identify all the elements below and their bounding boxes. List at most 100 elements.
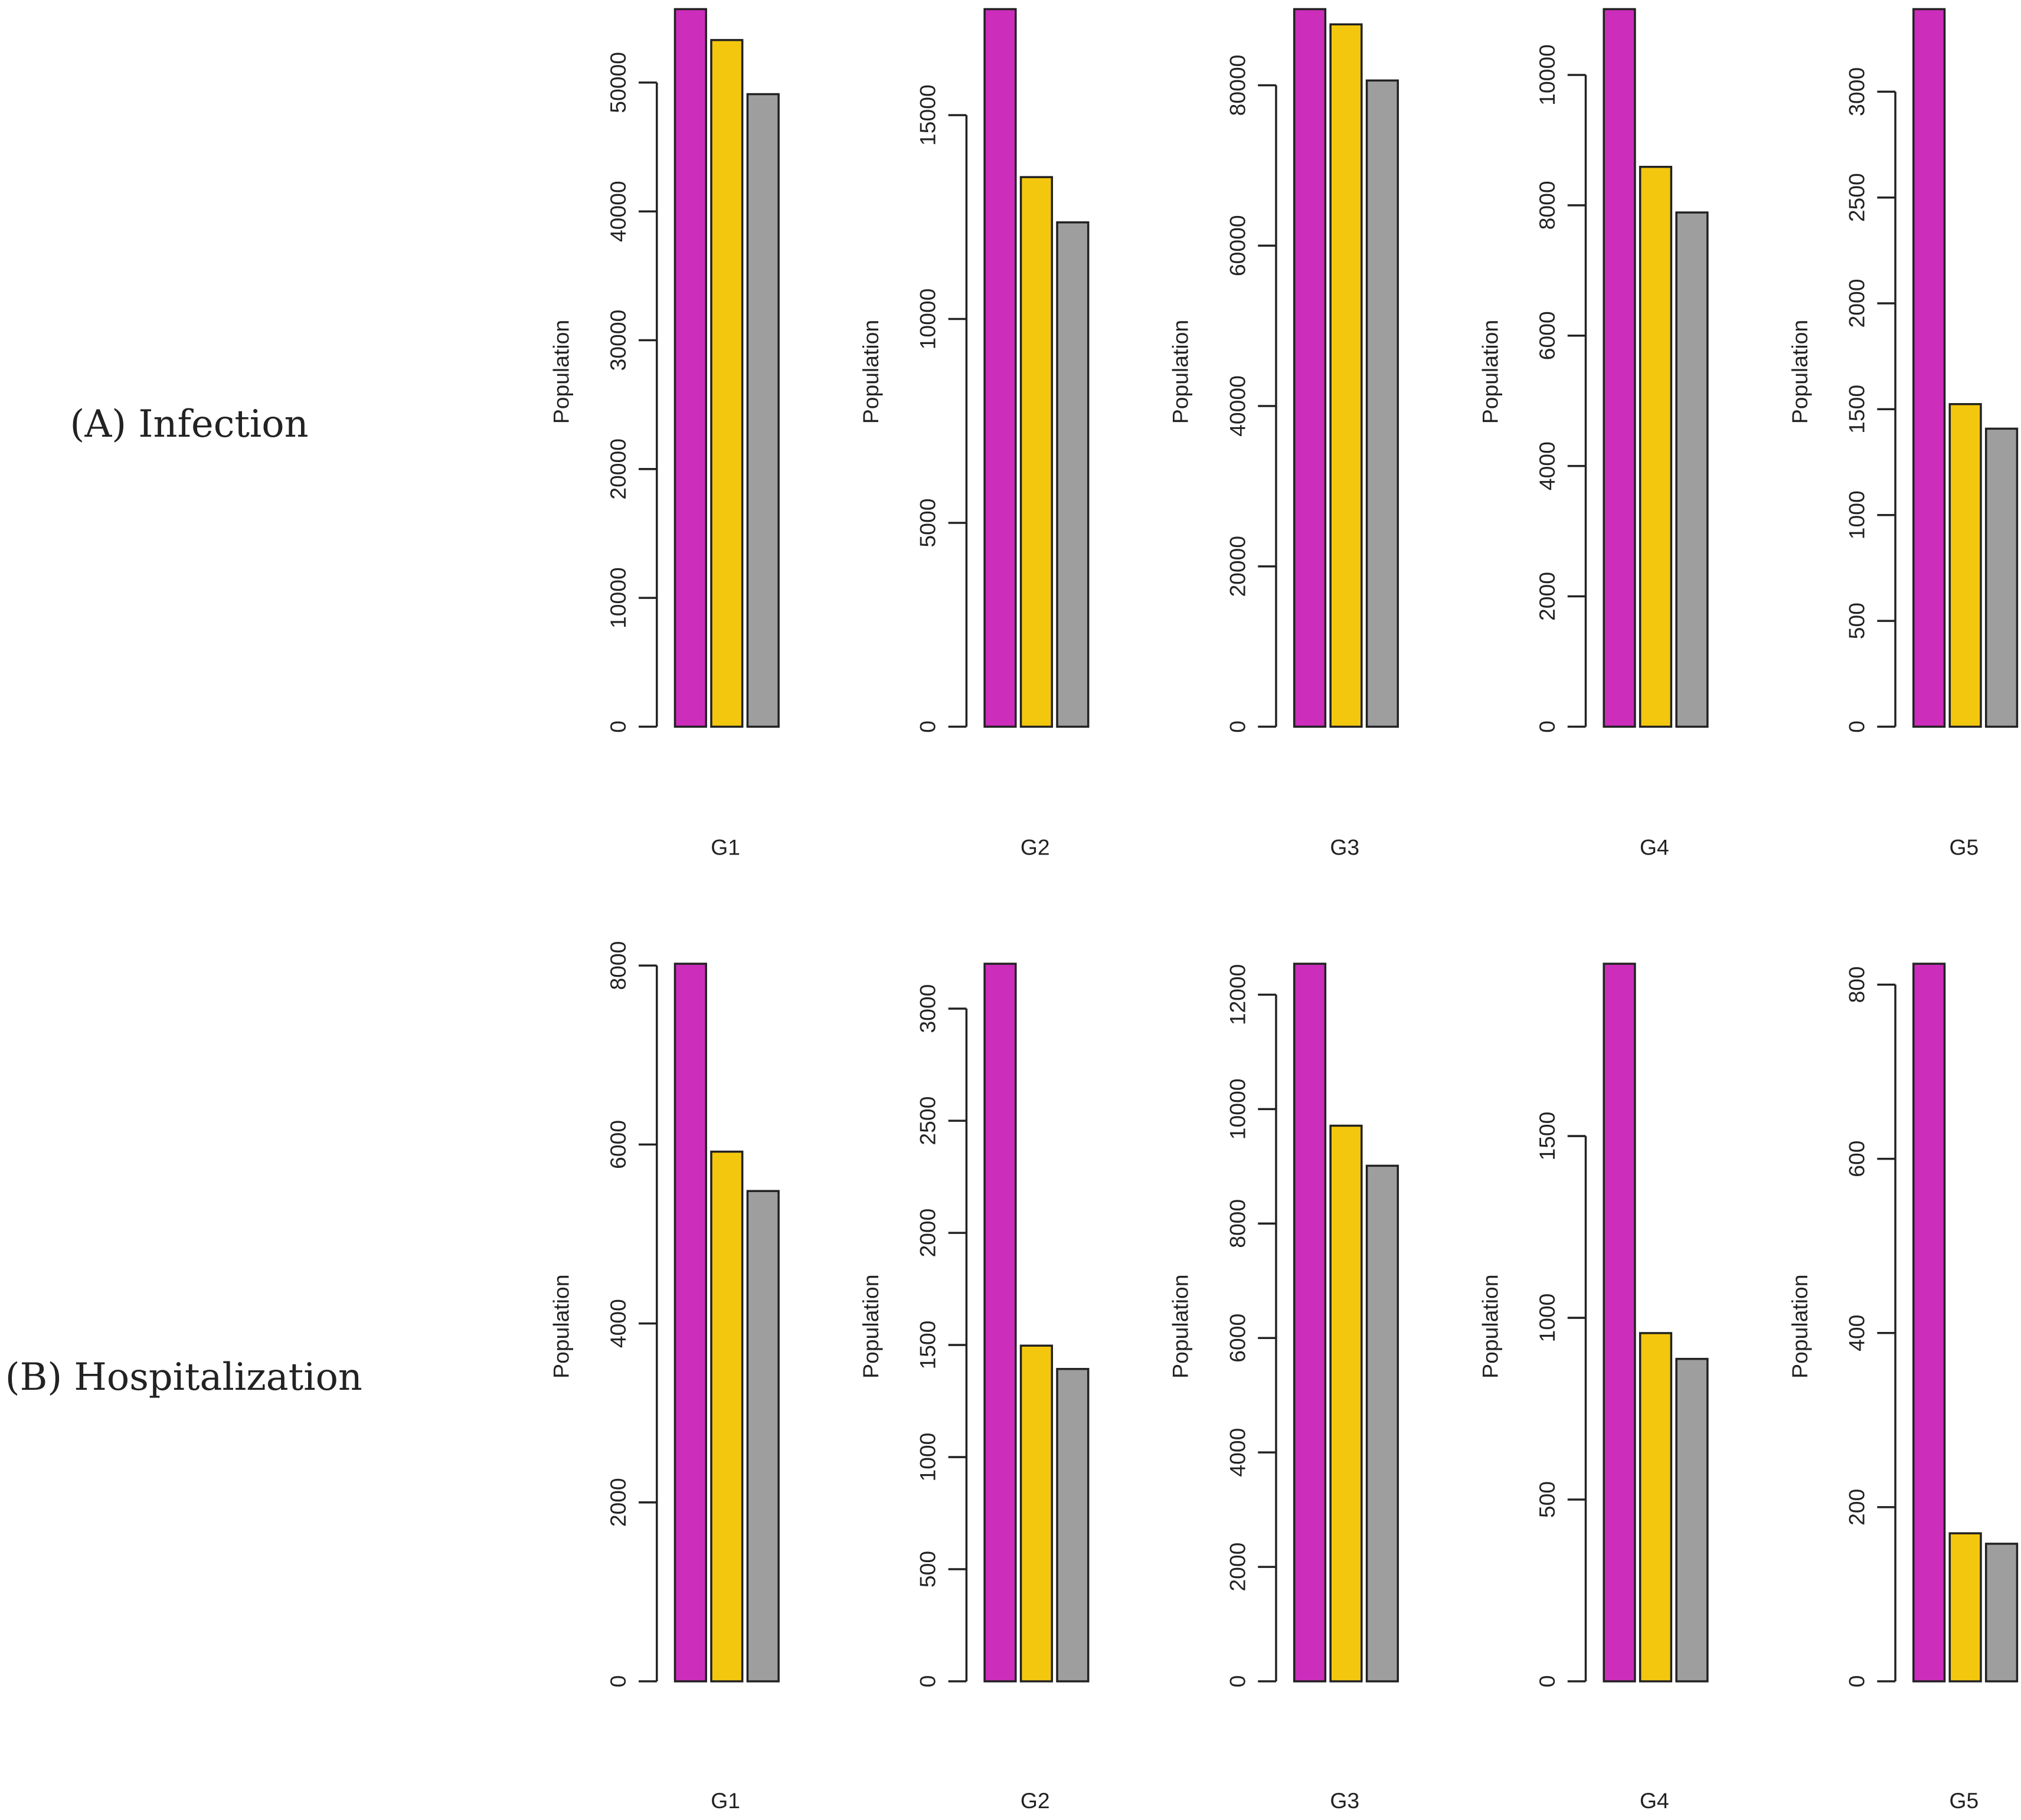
y-tick-label: 8000 (1535, 181, 1559, 230)
bar-g4-3 (1675, 211, 1709, 728)
bar-g3-1 (1293, 8, 1327, 728)
y-tick-label: 1000 (915, 1433, 940, 1482)
bar-g1-2 (710, 39, 744, 728)
bar-g5-2 (1948, 403, 1982, 728)
y-tick-label: 0 (1225, 1675, 1250, 1688)
y-axis-label: Population (549, 1275, 574, 1379)
bar-g5-2 (1948, 1532, 1982, 1682)
y-tick-label: 500 (915, 1551, 940, 1587)
y-tick-label: 0 (1225, 721, 1250, 733)
y-tick-label: 15000 (915, 84, 940, 146)
y-tick-label: 0 (1844, 721, 1869, 733)
bar-g2-1 (983, 963, 1017, 1682)
y-tick-label: 10000 (1225, 1079, 1250, 1140)
x-category-label: G5 (1950, 835, 1979, 860)
y-tick-label: 0 (915, 1675, 940, 1688)
y-axis-label: Population (858, 1275, 883, 1379)
y-tick-label: 5000 (915, 498, 940, 547)
y-axis-label: Population (1168, 320, 1193, 424)
y-tick-label: 4000 (606, 1299, 630, 1348)
y-tick-label: 6000 (1225, 1314, 1250, 1363)
row-label: (B) Hospitalization (5, 1356, 362, 1399)
y-tick-label: 500 (1844, 603, 1869, 639)
y-tick-label: 0 (1535, 1675, 1559, 1688)
y-tick-label: 600 (1844, 1141, 1869, 1177)
y-tick-label: 40000 (1225, 375, 1250, 437)
y-tick-label: 2000 (1225, 1543, 1250, 1592)
y-tick-label: 6000 (1535, 311, 1559, 360)
y-tick-label: 4000 (1535, 441, 1559, 490)
x-category-label: G3 (1330, 835, 1359, 860)
bar-g1-1 (673, 8, 707, 728)
y-tick-label: 50000 (606, 52, 630, 113)
x-category-label: G4 (1640, 1788, 1669, 1813)
bar-g3-3 (1365, 79, 1399, 728)
bar-g3-1 (1293, 963, 1327, 1682)
y-tick-label: 200 (1844, 1489, 1869, 1526)
y-axis-label: Population (549, 320, 574, 424)
y-tick-label: 2500 (915, 1096, 940, 1145)
y-tick-label: 20000 (606, 438, 630, 500)
bar-g1-3 (746, 93, 780, 728)
y-tick-label: 2000 (606, 1478, 630, 1527)
bar-g4-1 (1603, 963, 1636, 1682)
y-tick-label: 10000 (1535, 44, 1559, 106)
x-category-label: G1 (711, 1788, 740, 1813)
y-tick-label: 3000 (915, 984, 940, 1033)
bar-g3-2 (1329, 23, 1363, 728)
y-tick-label: 20000 (1225, 536, 1250, 597)
y-axis-label: Population (1168, 1275, 1193, 1379)
x-category-label: G4 (1640, 835, 1669, 860)
bar-g4-2 (1639, 165, 1673, 728)
y-tick-label: 2000 (1535, 572, 1559, 621)
y-tick-label: 0 (915, 721, 940, 733)
y-tick-label: 6000 (606, 1120, 630, 1169)
bar-g4-2 (1639, 1332, 1673, 1682)
y-tick-label: 80000 (1225, 55, 1250, 116)
y-tick-label: 2000 (915, 1209, 940, 1258)
y-tick-label: 10000 (915, 289, 940, 350)
y-tick-label: 4000 (1225, 1428, 1250, 1477)
bar-g2-3 (1056, 1367, 1090, 1682)
y-tick-label: 3000 (1844, 67, 1869, 116)
bar-g5-3 (1984, 1543, 2019, 1682)
bar-g4-1 (1603, 8, 1636, 728)
bar-g5-3 (1984, 427, 2019, 728)
bar-g2-1 (983, 8, 1017, 728)
y-tick-label: 800 (1844, 966, 1869, 1003)
y-tick-label: 12000 (1225, 964, 1250, 1026)
y-tick-label: 500 (1535, 1481, 1559, 1518)
y-axis-label: Population (1477, 320, 1502, 424)
y-tick-label: 8000 (1225, 1199, 1250, 1248)
x-category-label: G3 (1330, 1788, 1359, 1813)
y-tick-label: 2000 (1844, 279, 1869, 328)
y-tick-label: 60000 (1225, 215, 1250, 276)
y-tick-label: 40000 (606, 181, 630, 242)
y-tick-label: 1500 (915, 1321, 940, 1370)
bar-g5-1 (1912, 963, 1946, 1682)
y-tick-label: 8000 (606, 941, 630, 990)
y-axis-label: Population (1787, 1275, 1812, 1379)
bar-g2-2 (1019, 1344, 1053, 1682)
bar-g5-1 (1912, 8, 1946, 728)
y-tick-label: 1000 (1535, 1294, 1559, 1343)
x-category-label: G1 (711, 835, 740, 860)
y-tick-label: 0 (606, 1675, 630, 1688)
row-label: (A) Infection (70, 402, 309, 446)
y-tick-label: 0 (1844, 1675, 1869, 1688)
y-tick-label: 10000 (606, 567, 630, 629)
y-axis-label: Population (1477, 1275, 1502, 1379)
bar-g1-2 (710, 1150, 744, 1682)
bar-g1-1 (673, 963, 707, 1682)
bar-g3-2 (1329, 1124, 1363, 1682)
y-tick-label: 400 (1844, 1315, 1869, 1351)
bar-g2-2 (1019, 176, 1053, 728)
y-tick-label: 0 (606, 721, 630, 733)
bar-g3-3 (1365, 1164, 1399, 1682)
y-axis-label: Population (858, 320, 883, 424)
x-category-label: G5 (1950, 1788, 1979, 1813)
y-tick-label: 1500 (1844, 385, 1869, 434)
y-tick-label: 30000 (606, 310, 630, 371)
